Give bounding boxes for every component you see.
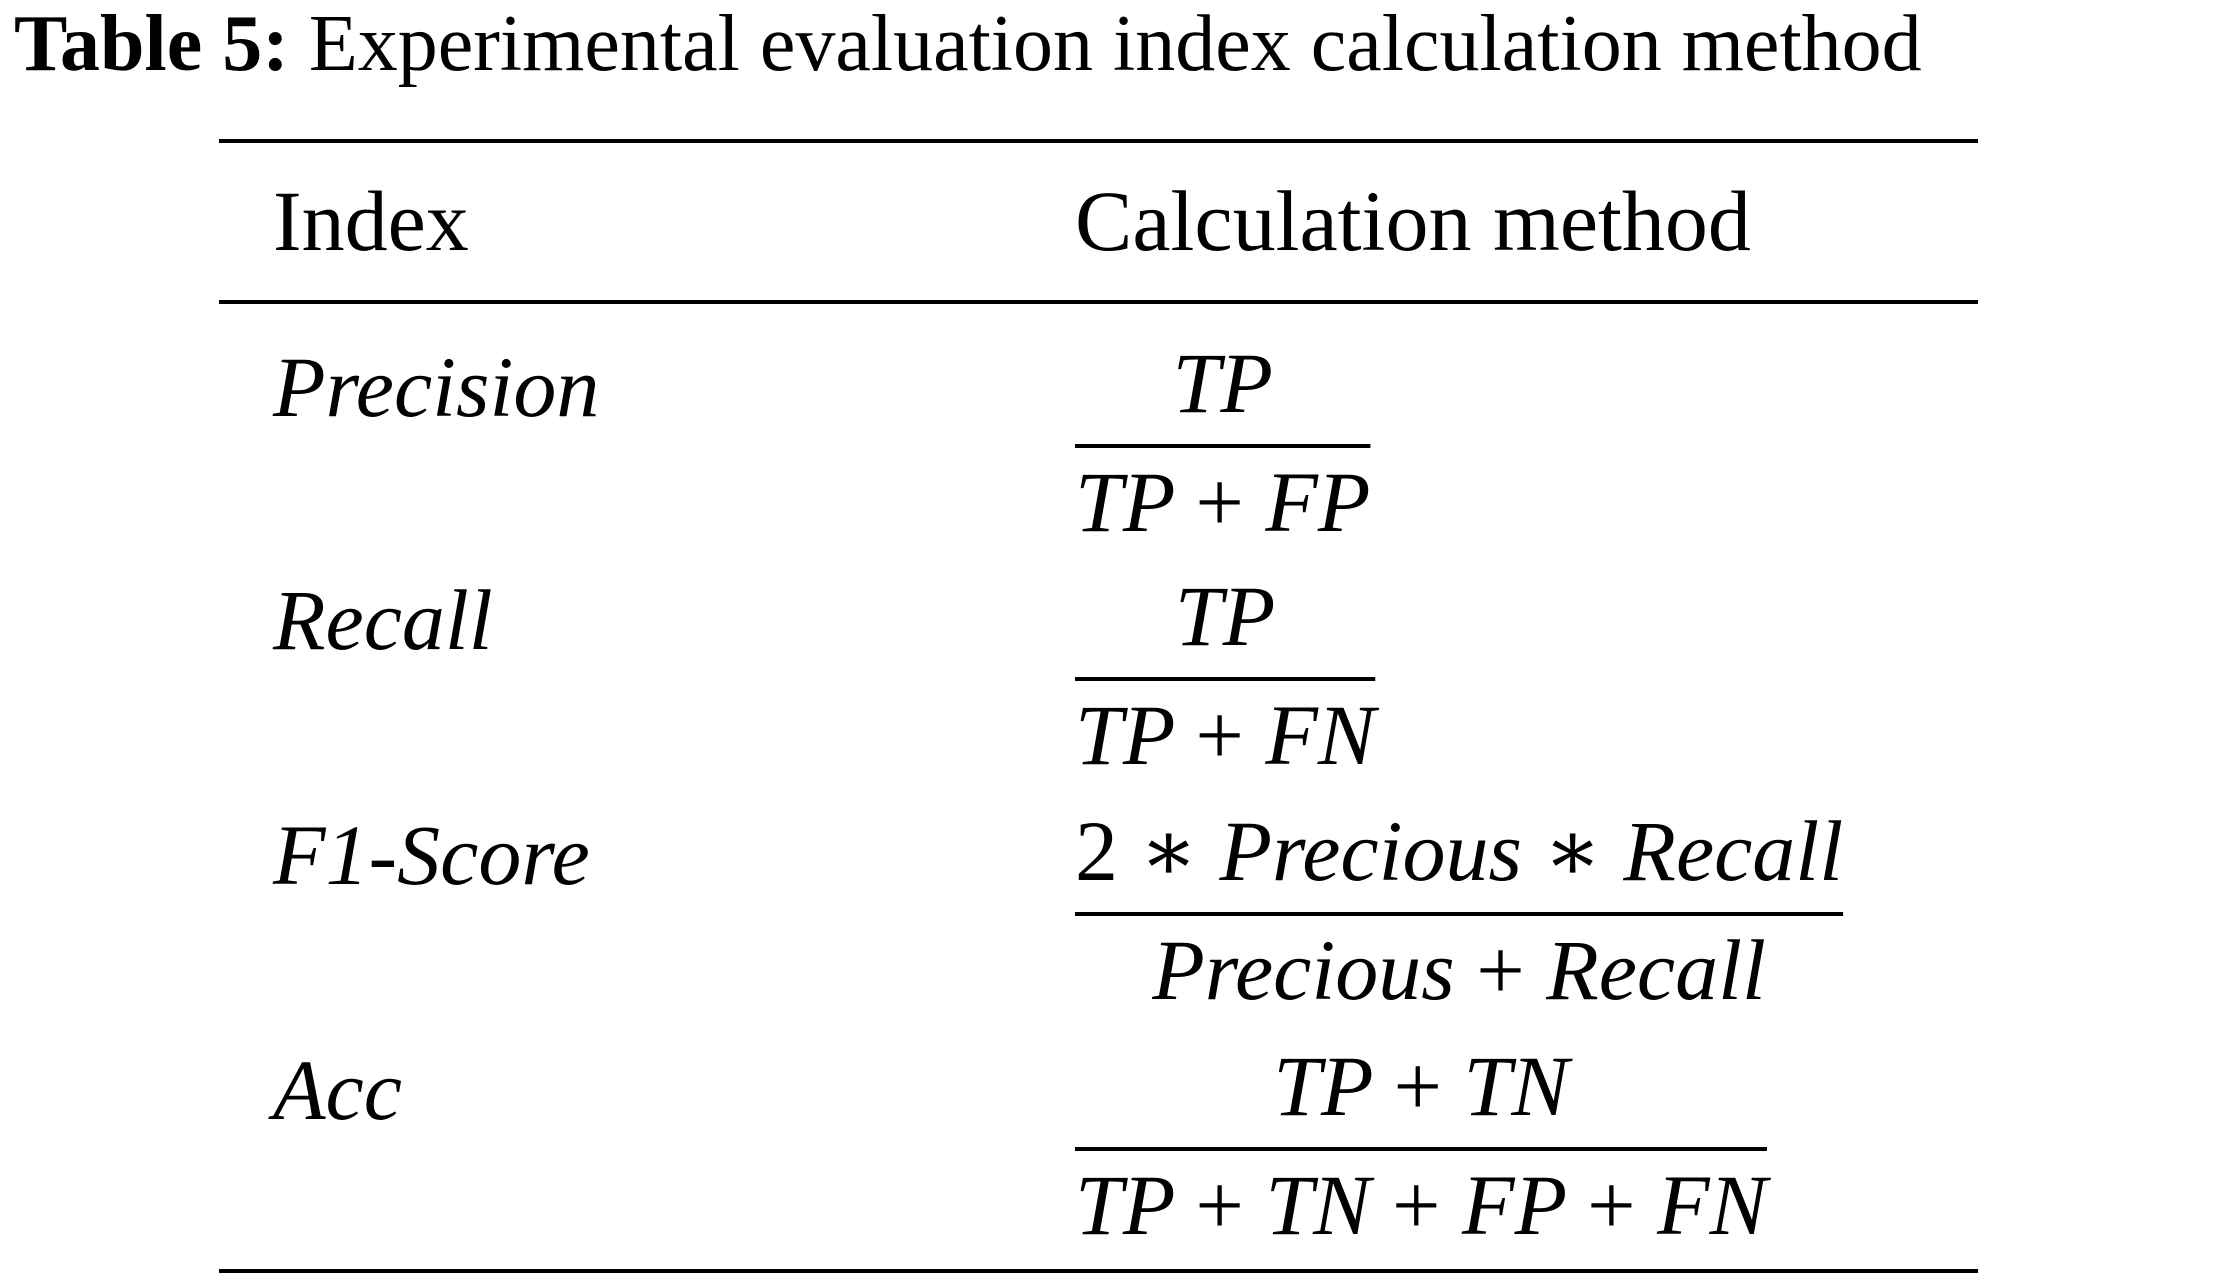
caption-text: Experimental evaluation index calculatio… xyxy=(309,0,1922,88)
index-cell: Recall xyxy=(272,572,493,668)
denominator: TP + FN xyxy=(1075,687,1380,783)
header-method: Calculation method xyxy=(1075,173,1751,269)
numerator: TP + TN xyxy=(1273,1038,1573,1134)
index-cell: Precision xyxy=(272,339,599,435)
numerator: TP xyxy=(1175,568,1275,664)
caption-label: Table 5: xyxy=(14,0,289,88)
denominator: TP + FP xyxy=(1075,454,1370,550)
header-index: Index xyxy=(273,173,469,269)
denominator: Precious + Recall xyxy=(1151,922,1766,1018)
denominator: TP + TN + FP + FN xyxy=(1075,1157,1772,1253)
numerator: TP xyxy=(1173,335,1273,431)
index-cell: F1-Score xyxy=(272,807,590,903)
index-cell: Acc xyxy=(268,1042,402,1138)
caption: Table 5: Experimental evaluation index c… xyxy=(14,0,1922,88)
numerator: 2 ∗ Precious ∗ Recall xyxy=(1075,803,1843,899)
